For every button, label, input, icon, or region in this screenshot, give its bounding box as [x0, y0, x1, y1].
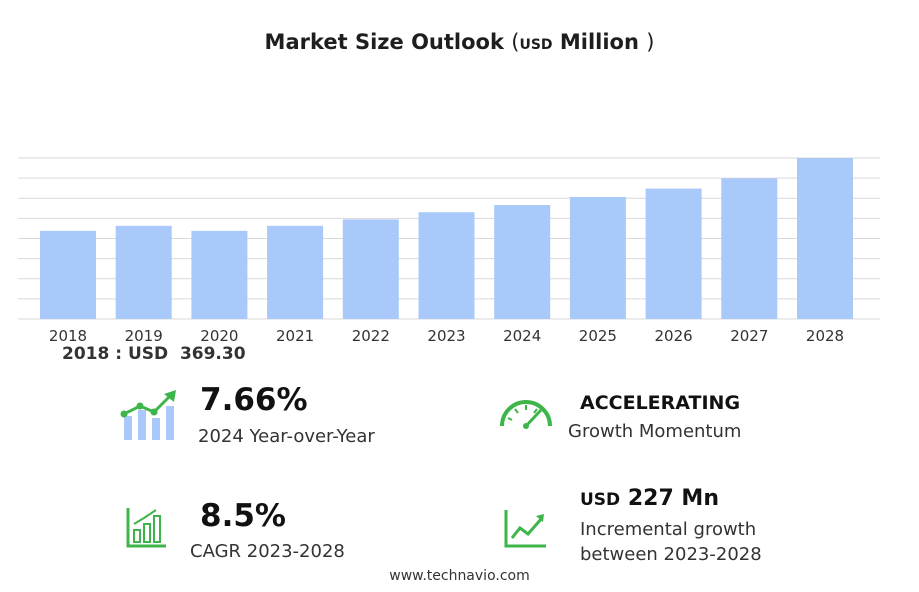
bar-2024	[494, 205, 551, 319]
x-tick-label: 2020	[200, 327, 238, 345]
speedometer-icon	[500, 400, 552, 429]
x-tick-label: 2027	[730, 327, 768, 345]
trend-line-icon	[504, 510, 546, 548]
bar-2026	[645, 188, 702, 319]
incremental-value-unit: USD	[580, 490, 621, 510]
x-tick-label: 2019	[125, 327, 163, 345]
x-tick-label: 2025	[579, 327, 617, 345]
incremental-label-line1: Incremental growth	[580, 519, 757, 540]
momentum-label: Growth Momentum	[568, 421, 742, 442]
bar-2022	[342, 219, 399, 319]
cagr-value: 8.5%	[200, 498, 286, 534]
title-close-paren: )	[646, 30, 655, 54]
growth-chart-icon	[120, 390, 176, 440]
bar-2027	[721, 178, 778, 319]
footer-url: www.technavio.com	[389, 568, 530, 584]
x-tick-label: 2028	[806, 327, 844, 345]
bar-2025	[569, 196, 626, 319]
cagr-label: CAGR 2023-2028	[190, 541, 345, 562]
x-tick-label: 2021	[276, 327, 314, 345]
title-open-paren: (	[511, 30, 520, 54]
incremental-value: USD 227 Mn	[580, 486, 719, 511]
incremental-label-line2: between 2023-2028	[580, 544, 762, 565]
bar-2019	[115, 225, 172, 319]
bar-chart: 2018 2019 2020 2021 2022 2023 2024 2025 2026 2027…	[18, 157, 880, 345]
base-year-value: 2018 : USD 369.30	[62, 344, 246, 364]
bar-2021	[267, 225, 324, 319]
bar-growth-icon	[126, 508, 166, 548]
yoy-value: 7.66%	[200, 382, 308, 418]
x-tick-label: 2024	[503, 327, 541, 345]
bar-2023	[418, 212, 475, 319]
incremental-value-number: 227 Mn	[627, 486, 719, 511]
x-tick-label: 2026	[655, 327, 693, 345]
title-unit: USD	[519, 37, 553, 53]
bar-2018	[40, 230, 96, 319]
chart-title: Market Size Outlook (USD Million )	[0, 30, 919, 54]
title-main: Market Size Outlook	[264, 30, 504, 54]
momentum-value: ACCELERATING	[580, 392, 741, 414]
x-tick-label: 2022	[352, 327, 390, 345]
x-tick-label: 2023	[427, 327, 465, 345]
bar-2020	[191, 230, 248, 319]
x-tick-label: 2018	[49, 327, 87, 345]
title-unit-word: Million	[559, 30, 639, 54]
yoy-label: 2024 Year-over-Year	[198, 426, 375, 447]
bar-2028	[797, 158, 853, 319]
